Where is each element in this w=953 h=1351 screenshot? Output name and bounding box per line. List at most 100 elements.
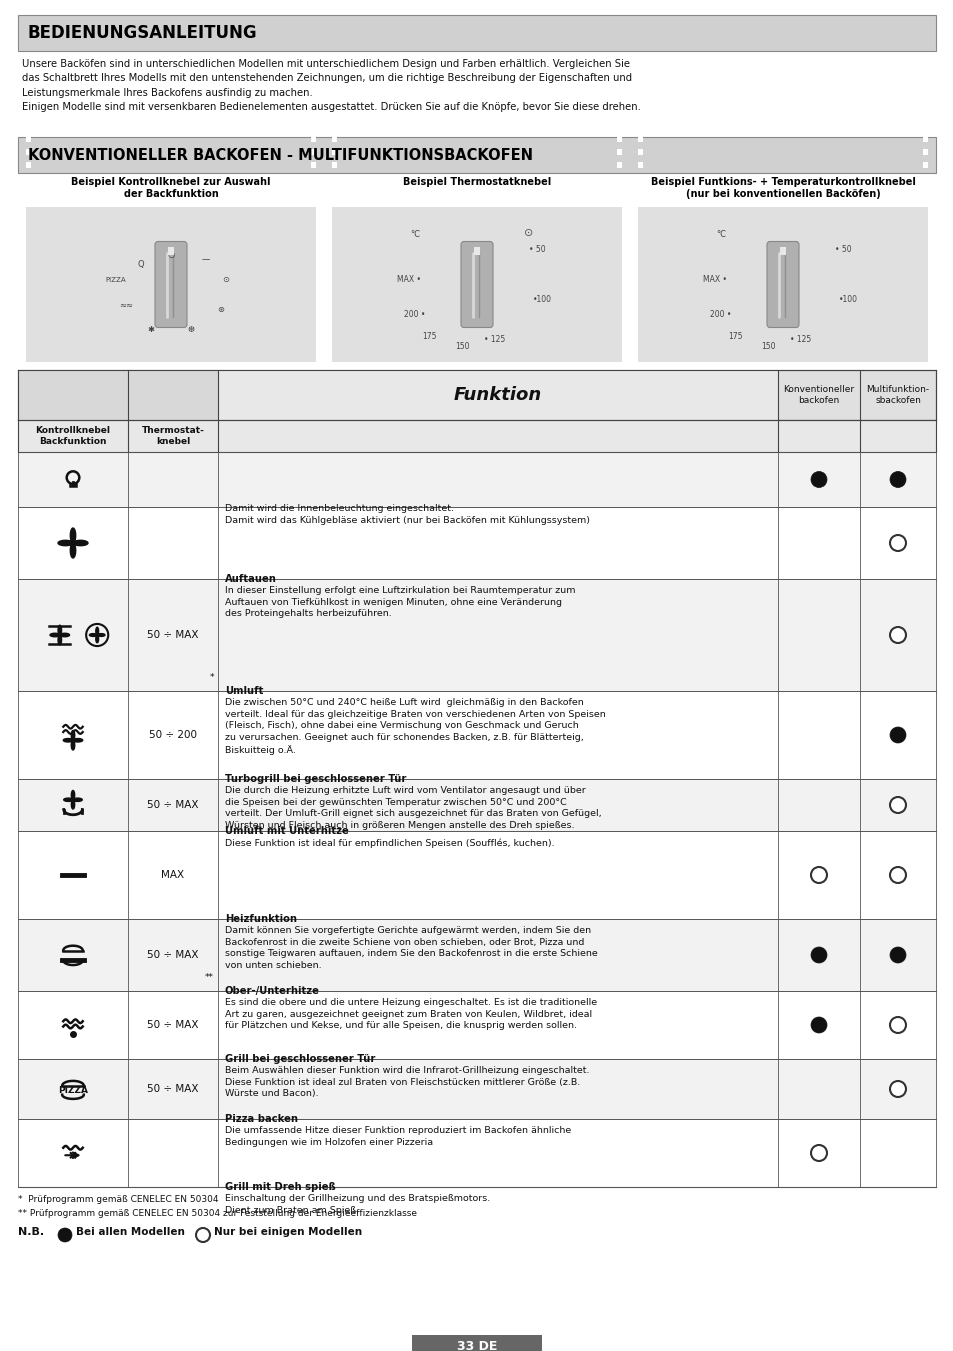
Bar — [229, 203, 236, 207]
Bar — [617, 84, 621, 91]
Bar — [311, 188, 315, 195]
Bar — [332, 149, 336, 155]
Polygon shape — [50, 634, 60, 636]
Polygon shape — [58, 635, 62, 644]
Bar — [913, 203, 920, 207]
Bar — [923, 123, 927, 130]
Bar — [696, 203, 702, 207]
Circle shape — [195, 1228, 210, 1242]
Circle shape — [810, 867, 826, 884]
Bar — [332, 123, 336, 130]
Bar — [26, 136, 30, 142]
Bar — [913, 362, 920, 367]
Bar — [311, 136, 315, 142]
Text: MAX •: MAX • — [396, 276, 420, 284]
Bar — [638, 362, 644, 367]
Bar — [18, 136, 935, 173]
Bar — [520, 362, 527, 367]
Bar — [855, 203, 862, 207]
Bar — [332, 362, 339, 367]
Bar — [638, 123, 642, 130]
Bar — [448, 362, 455, 367]
Bar — [724, 203, 732, 207]
Bar — [607, 203, 614, 207]
Text: Es sind die obere und die untere Heizung eingeschaltet. Es ist die traditionelle: Es sind die obere und die untere Heizung… — [225, 998, 597, 1031]
Text: °C: °C — [716, 230, 725, 239]
Bar — [301, 362, 309, 367]
Bar — [638, 174, 642, 181]
Bar — [257, 362, 265, 367]
Bar — [638, 111, 642, 116]
Bar — [855, 362, 862, 367]
Polygon shape — [63, 739, 72, 742]
Text: Beispiel Funtkions- + Temperaturkontrollknebel
(nur bei konventionellen Backöfen: Beispiel Funtkions- + Temperaturkontroll… — [650, 177, 915, 199]
Bar — [923, 188, 927, 195]
Bar — [112, 362, 120, 367]
Text: 50 ÷ MAX: 50 ÷ MAX — [147, 950, 198, 961]
Text: Auftauen: Auftauen — [225, 574, 276, 584]
Bar — [652, 362, 659, 367]
Bar — [142, 203, 149, 207]
Bar — [311, 174, 315, 181]
Text: ⊙: ⊙ — [524, 227, 533, 238]
Bar — [26, 200, 30, 207]
Text: Grill mit Dreh spieß: Grill mit Dreh spieß — [225, 1182, 335, 1192]
Text: Die durch die Heizung erhitzte Luft wird vom Ventilator angesaugt und über
die S: Die durch die Heizung erhitzte Luft wird… — [225, 786, 601, 830]
Bar — [26, 207, 315, 362]
Text: Beispiel Thermostatknebel: Beispiel Thermostatknebel — [402, 177, 551, 186]
Text: 50 ÷ MAX: 50 ÷ MAX — [147, 1020, 198, 1029]
Bar — [311, 200, 315, 207]
Bar — [797, 203, 804, 207]
Text: °C: °C — [410, 230, 419, 239]
Bar — [638, 84, 642, 91]
Polygon shape — [58, 540, 72, 546]
Bar — [578, 362, 585, 367]
Polygon shape — [71, 790, 74, 800]
Circle shape — [58, 1228, 71, 1242]
Bar — [666, 362, 674, 367]
Bar — [491, 203, 498, 207]
Bar — [578, 203, 585, 207]
Bar — [883, 362, 891, 367]
Bar — [563, 362, 571, 367]
Bar — [257, 203, 265, 207]
Bar — [412, 1335, 541, 1351]
Bar — [55, 362, 62, 367]
Bar — [40, 362, 48, 367]
Bar — [70, 203, 76, 207]
Bar — [739, 362, 746, 367]
Bar — [214, 203, 221, 207]
Bar — [360, 203, 368, 207]
Bar — [617, 174, 621, 181]
Bar — [311, 84, 315, 91]
Bar — [26, 123, 30, 130]
Text: PIZZA: PIZZA — [58, 1086, 88, 1094]
Text: ⊛: ⊛ — [217, 305, 224, 313]
Text: 200 •: 200 • — [404, 309, 425, 319]
Text: Funktion: Funktion — [454, 386, 541, 404]
Text: 50 ÷ MAX: 50 ÷ MAX — [147, 630, 198, 640]
Text: Konventioneller
backofen: Konventioneller backofen — [782, 385, 854, 405]
Bar — [311, 123, 315, 130]
Circle shape — [810, 471, 826, 488]
Circle shape — [71, 739, 74, 742]
Bar — [98, 203, 106, 207]
Text: Grill bei geschlossener Tür: Grill bei geschlossener Tür — [225, 1054, 375, 1065]
Bar — [923, 200, 927, 207]
Bar — [474, 246, 479, 254]
Bar — [811, 203, 819, 207]
Bar — [98, 362, 106, 367]
Bar — [476, 362, 484, 367]
Bar — [18, 420, 935, 453]
Bar — [825, 203, 833, 207]
Text: KONVENTIONELLER BACKOFEN - MULTIFUNKTIONSBACKOFEN: KONVENTIONELLER BACKOFEN - MULTIFUNKTION… — [28, 147, 533, 162]
Bar — [332, 203, 339, 207]
Bar — [535, 203, 541, 207]
Bar — [923, 97, 927, 104]
Text: **: ** — [205, 973, 213, 982]
Bar — [26, 203, 33, 207]
Circle shape — [889, 471, 905, 488]
Bar — [652, 203, 659, 207]
Text: In dieser Einstellung erfolgt eine Luftzirkulation bei Raumtemperatur zum
Auftau: In dieser Einstellung erfolgt eine Luftz… — [225, 586, 575, 619]
Text: 175: 175 — [727, 332, 741, 340]
